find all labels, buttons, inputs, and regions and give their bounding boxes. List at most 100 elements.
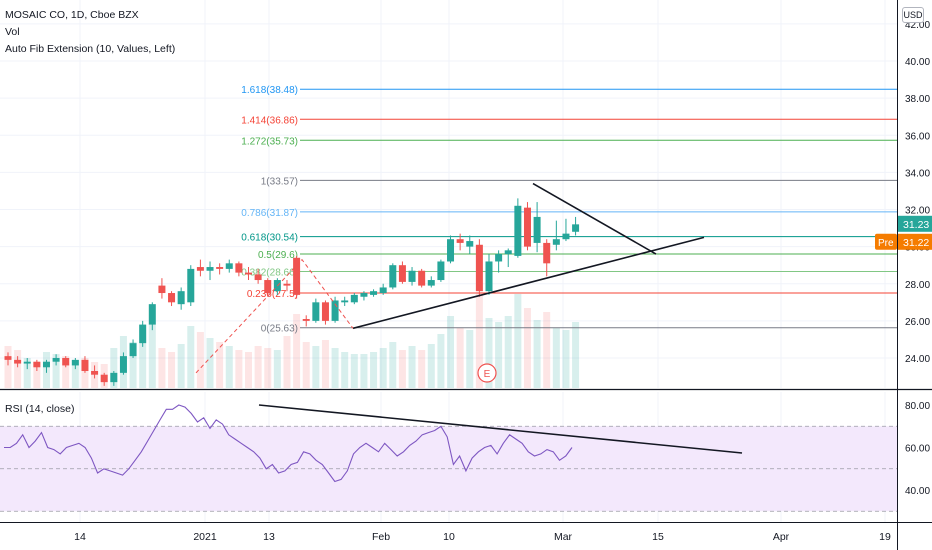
time-tick-label: Apr [773, 531, 790, 543]
rsi-tick-label: 40.00 [905, 486, 930, 497]
volume-bar [427, 344, 435, 388]
price-tick-label: 26.00 [905, 317, 930, 328]
rsi-legend[interactable]: RSI (14, close) [5, 403, 75, 415]
candle-body [370, 291, 378, 295]
time-tick-label: 15 [652, 531, 664, 543]
price-tick-label: 36.00 [905, 131, 930, 142]
candle-body [177, 291, 185, 305]
candle-body [187, 268, 195, 303]
candle-body [264, 280, 272, 294]
fib-level-label: 1(33.57) [261, 176, 298, 187]
rsi-line [4, 404, 573, 483]
candle-body [235, 263, 243, 273]
candle-body [139, 324, 147, 344]
candle-body [466, 241, 474, 247]
candle-body [42, 361, 50, 368]
volume-bar [418, 350, 426, 388]
price-axis[interactable]: 24.0026.0028.0030.0032.0034.0036.0038.00… [905, 20, 930, 497]
candle-body [418, 270, 426, 286]
time-tick-label: Feb [372, 531, 390, 543]
volume-bar [158, 348, 166, 388]
price-badges: 31.23 Pre 31.22 [875, 215, 932, 250]
time-axis[interactable]: 14 2021 13 Feb 10 Mar 15 Apr 19 [74, 531, 891, 543]
candle-body [389, 265, 397, 288]
volume-bar [360, 354, 368, 388]
volume-bar [187, 326, 195, 388]
earnings-letter: E [484, 369, 491, 380]
volume-bar [129, 342, 137, 388]
volume-bar [495, 322, 503, 388]
candle-body [341, 300, 349, 303]
candle-body [158, 285, 166, 294]
rsi-band [0, 425, 897, 512]
resistance-trendline [532, 182, 657, 255]
candle-body [447, 239, 455, 262]
volume-bar [504, 316, 512, 388]
rsi-series [4, 404, 573, 483]
earnings-marker[interactable]: E [477, 363, 497, 383]
volume-bar [14, 350, 22, 388]
volume-bar [110, 348, 118, 388]
candle-body [14, 359, 22, 364]
volume-bar [235, 350, 243, 388]
volume-bar [466, 330, 474, 388]
volume-bar [398, 350, 406, 388]
candle-body [100, 374, 108, 383]
candle-body [572, 224, 580, 232]
volume-bar [475, 292, 483, 388]
volume-bar [148, 324, 156, 388]
candle-body [283, 283, 291, 286]
fib-extension-levels [300, 88, 897, 329]
pre-tag-badge [875, 233, 897, 250]
volume-bar [293, 314, 301, 388]
candle-body [331, 300, 339, 321]
volume-bar [206, 338, 214, 388]
volume-bar [283, 336, 291, 388]
candle-body [312, 302, 320, 321]
volume-bar [264, 348, 272, 388]
trendline-drawings[interactable] [195, 182, 743, 454]
candle-body [485, 261, 493, 292]
fib-level-label: 1.618(38.48) [241, 85, 298, 96]
price-tick-label: 40.00 [905, 57, 930, 68]
candle-body [533, 216, 541, 243]
candle-body [225, 263, 233, 269]
fib-indicator-legend[interactable]: Auto Fib Extension (10, Values, Left) [5, 43, 176, 55]
volume-bar [341, 352, 349, 388]
candle-body [206, 267, 214, 271]
volume-bar [33, 362, 41, 388]
candle-body [514, 205, 522, 256]
volume-bar [273, 350, 281, 388]
pre-price-badge [898, 233, 932, 250]
volume-bar [245, 352, 252, 388]
currency-button[interactable]: USD [902, 7, 924, 23]
fib-level-label: 0(25.63) [261, 324, 298, 335]
pre-tag-text: Pre [878, 238, 894, 249]
rsi-trendline [258, 404, 743, 454]
fib-level-label: 0.786(31.87) [241, 208, 298, 219]
volume-bar [216, 342, 224, 388]
volume-bar [543, 312, 551, 388]
candle-body [293, 257, 301, 295]
fib-swing-path [195, 258, 354, 374]
fib-level-label: 1.272(35.73) [241, 136, 298, 147]
volume-bar [196, 332, 204, 388]
candle-body [456, 239, 464, 243]
candle-body [504, 250, 512, 255]
candle-body [398, 265, 406, 282]
price-tick-label: 28.00 [905, 280, 930, 291]
volume-bar [437, 334, 445, 388]
candle-body [379, 287, 387, 294]
volume-bar [552, 328, 560, 388]
volume-bar [225, 346, 233, 388]
time-tick-label: Mar [554, 531, 573, 543]
support-trendline [352, 236, 705, 330]
symbol-legend[interactable]: MOSAIC CO, 1D, Cboe BZX [5, 9, 139, 21]
volume-legend[interactable]: Vol [5, 26, 20, 38]
time-tick-label: 10 [443, 531, 455, 543]
price-tick-label: 42.00 [905, 20, 930, 31]
candle-body [148, 304, 156, 325]
rsi-tick-label: 80.00 [905, 401, 930, 412]
